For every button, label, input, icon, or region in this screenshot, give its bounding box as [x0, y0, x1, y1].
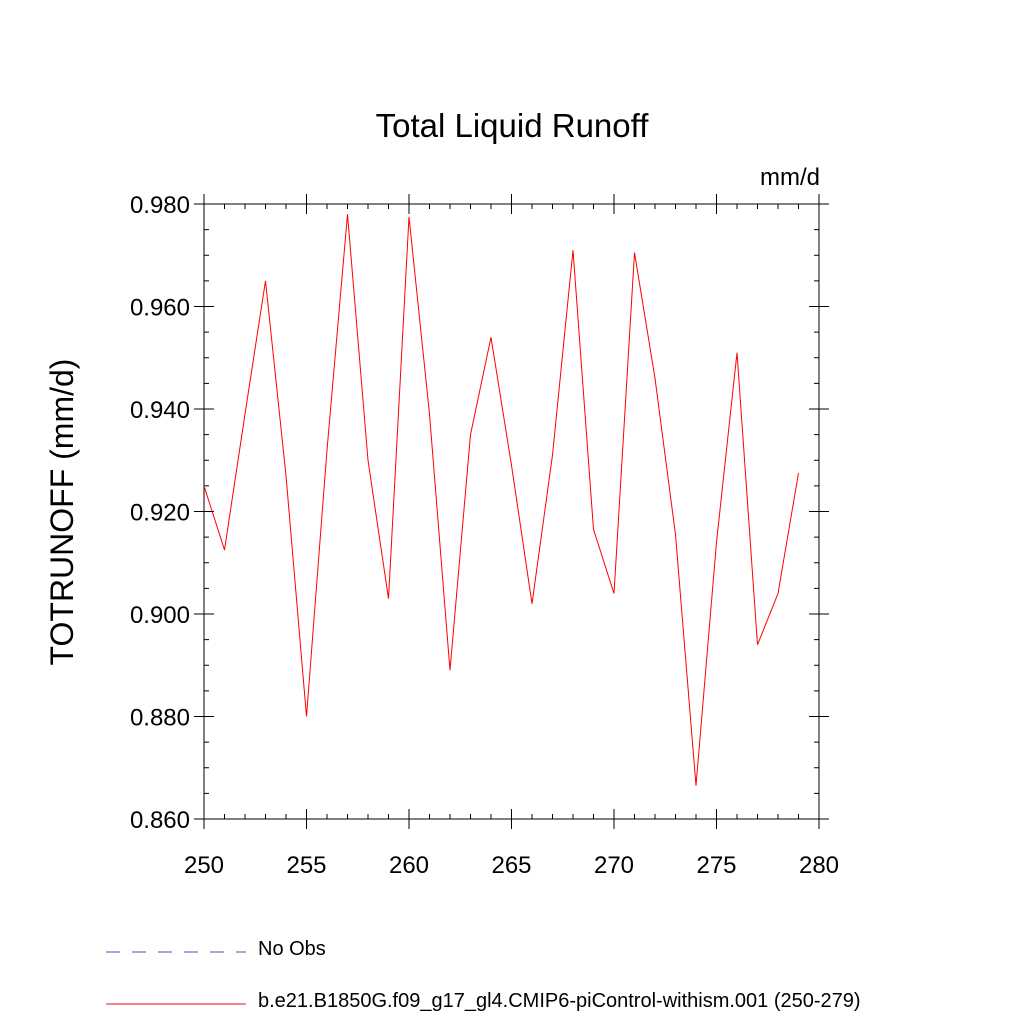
- series-line-1: [203, 214, 799, 786]
- y-tick-label: 0.880: [130, 705, 190, 732]
- x-tick-label: 265: [491, 852, 531, 879]
- axis-ticks: [194, 194, 829, 829]
- tick-labels: 250 255 260 265 270 275 280 0.860 0.880 0.900 0.92…: [130, 192, 839, 879]
- x-tick-label: 260: [389, 852, 429, 879]
- y-tick-label: 0.860: [130, 807, 190, 834]
- plot-frame: [203, 203, 820, 820]
- y-tick-label: 0.940: [130, 397, 190, 424]
- legend-label-model-run: b.e21.B1850G.f09_g17_gl4.CMIP6-piControl…: [258, 990, 861, 1012]
- chart-title: Total Liquid Runoff: [376, 107, 650, 144]
- y-tick-label: 0.980: [130, 192, 190, 219]
- legend-swatch-model-run: [106, 1003, 246, 1005]
- x-tick-label: 275: [696, 852, 736, 879]
- legend-label-no-obs: No Obs: [258, 938, 326, 960]
- legend-swatch-no-obs: [106, 951, 246, 953]
- y-tick-label: 0.900: [130, 602, 190, 629]
- x-tick-label: 250: [184, 852, 224, 879]
- x-tick-label: 280: [799, 852, 839, 879]
- legend-item-model-run: b.e21.B1850G.f09_g17_gl4.CMIP6-piControl…: [106, 986, 1006, 1016]
- y-tick-label: 0.920: [130, 500, 190, 527]
- series-lines: [203, 214, 799, 786]
- units-label: mm/d: [760, 164, 820, 191]
- y-axis-label: TOTRUNOFF (mm/d): [44, 359, 80, 666]
- legend-item-no-obs: No Obs: [106, 934, 1006, 964]
- y-tick-label: 0.960: [130, 295, 190, 322]
- x-tick-label: 255: [286, 852, 326, 879]
- x-tick-label: 270: [594, 852, 634, 879]
